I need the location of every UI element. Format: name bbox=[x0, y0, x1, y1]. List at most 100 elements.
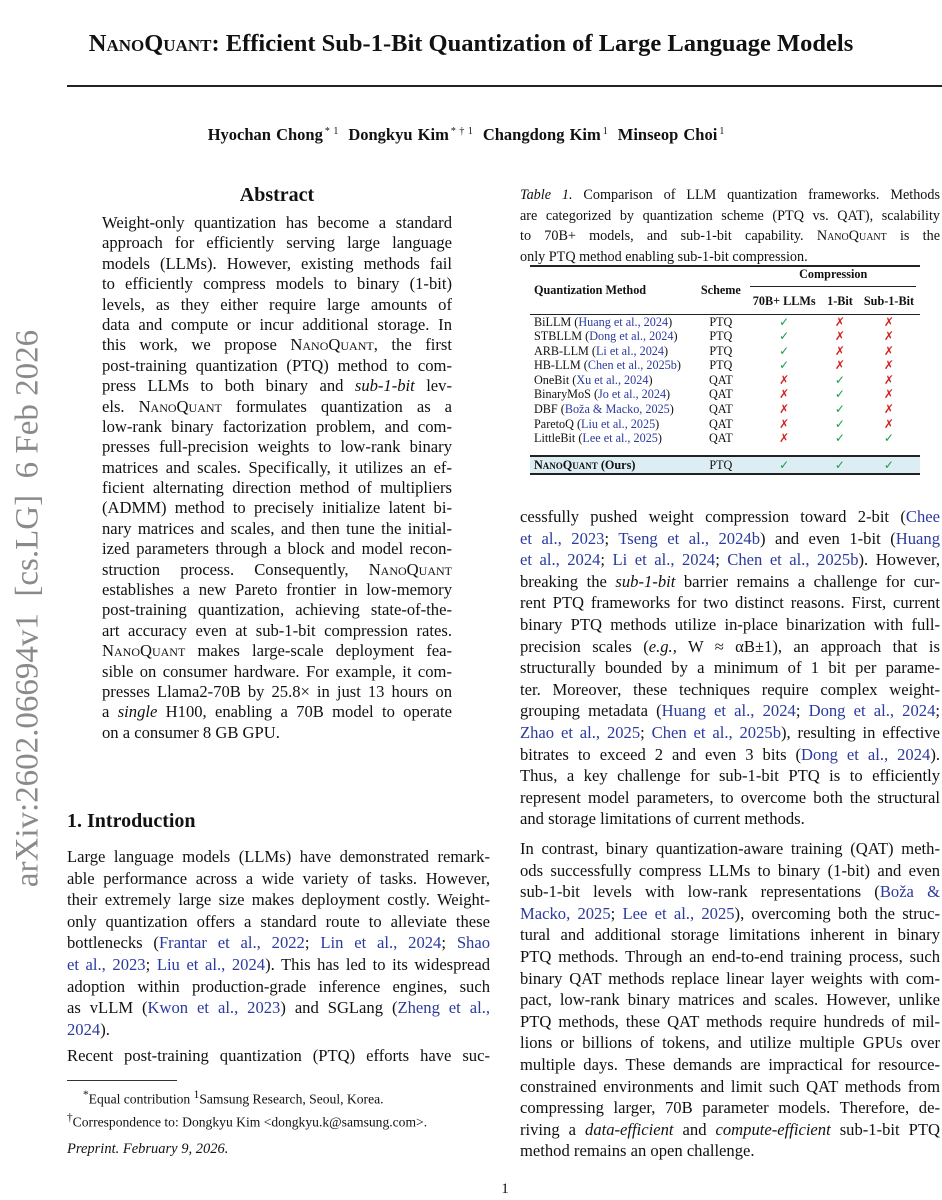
section-heading-introduction: 1. Introduction bbox=[67, 810, 196, 832]
method-name: LittleBit bbox=[534, 431, 576, 446]
text-line: ods successfully compress LLMs to binary… bbox=[520, 860, 940, 882]
citation-link[interactable]: 2024 bbox=[67, 1019, 101, 1039]
text-span: ) and even 1-bit ( bbox=[760, 528, 896, 548]
text-line: ized parameters through a block and mode… bbox=[102, 539, 452, 559]
citation-link[interactable]: et al., 2024 bbox=[520, 550, 601, 570]
text-line: et al., 2023; Liu et al., 2024). This ha… bbox=[67, 954, 490, 976]
citation-link[interactable]: Macko, 2025 bbox=[520, 903, 611, 923]
cross-icon: ✗ bbox=[779, 431, 790, 446]
col-header-compression: Compression bbox=[750, 267, 916, 287]
citation-link[interactable]: Tseng et al., 2024b bbox=[618, 528, 760, 548]
check-icon: ✓ bbox=[834, 457, 846, 472]
text-span: rent PTQ frameworks for two distinct rea… bbox=[520, 593, 940, 613]
cross-icon: ✗ bbox=[883, 387, 895, 402]
text-line: et al., 2023; Tseng et al., 2024b) and e… bbox=[520, 528, 940, 550]
citation-link[interactable]: Liu et al., 2024 bbox=[156, 954, 266, 974]
text-span: as vLLM ( bbox=[67, 998, 148, 1018]
italic-text: data-efficient bbox=[585, 1119, 674, 1139]
citation-link[interactable]: Liu et al., 2025 bbox=[581, 416, 656, 431]
citation-link[interactable]: Jo et al., 2024 bbox=[598, 387, 667, 402]
citation-link[interactable]: Lee et al., 2025 bbox=[622, 903, 735, 923]
table-caption: Table 1. Comparison of LLM quantization … bbox=[520, 185, 940, 267]
check-icon: ✓ bbox=[834, 372, 846, 387]
citation-link[interactable]: Zheng et al., bbox=[397, 998, 490, 1018]
citation-link[interactable]: Boža & bbox=[879, 882, 940, 902]
text-line: (ADMM) method to precisely initialize la… bbox=[102, 498, 452, 518]
citation-link[interactable]: Xu et al., 2024 bbox=[576, 372, 649, 387]
text-span: ter. Moreover, these techniques require … bbox=[520, 679, 940, 699]
text-line: precision scales (e.g., W ≈ αB±1), an ap… bbox=[520, 636, 940, 658]
citation-link[interactable]: Li et al., 2024 bbox=[595, 343, 664, 358]
method-cell: DBF (Boža & Macko, 2025) bbox=[534, 402, 674, 417]
citation-link[interactable]: Frantar et al., 2022 bbox=[158, 933, 305, 953]
text-span: on a consumer 8 GB GPU. bbox=[102, 722, 280, 742]
text-span: cessfully pushed weight compression towa… bbox=[520, 507, 906, 526]
citation-link[interactable]: et al., 2023 bbox=[520, 528, 605, 548]
text-line: constrained environments and limit such … bbox=[520, 1076, 940, 1098]
citation-link[interactable]: Dong et al., 2024 bbox=[808, 701, 936, 721]
check-icon: ✓ bbox=[883, 431, 895, 446]
check-icon: ✓ bbox=[834, 387, 846, 402]
author-name: Minseop Choi bbox=[617, 125, 718, 144]
text-line: Zhao et al., 2025; Chen et al., 2025b), … bbox=[520, 722, 940, 744]
citation-link[interactable]: Lee et al., 2025 bbox=[582, 431, 658, 446]
citation-link[interactable]: Chen et al., 2025b bbox=[651, 722, 781, 742]
text-span: press LLMs to both binary and bbox=[102, 376, 355, 396]
text-line: presses full-precision weights to low-ra… bbox=[102, 437, 452, 457]
italic-text: compute-efficient bbox=[715, 1119, 831, 1139]
citation-link[interactable]: Lin et al., 2024 bbox=[320, 933, 442, 953]
method-cell: OneBit (Xu et al., 2024) bbox=[534, 372, 653, 387]
text-span: precision scales ( bbox=[520, 636, 649, 656]
text-span: structurally bounded by a minimum of 1 b… bbox=[520, 658, 940, 678]
citation-link[interactable]: Huang et al., 2024 bbox=[661, 701, 796, 721]
citation-link[interactable]: Zhao et al., 2025 bbox=[520, 722, 641, 742]
scheme-cell: QAT bbox=[709, 387, 733, 402]
citation-link[interactable]: Kwon et al., 2023 bbox=[147, 998, 281, 1018]
col-header-method: Quantization Method bbox=[534, 282, 647, 297]
text-span: ). However, bbox=[858, 550, 940, 570]
citation-link[interactable]: Chee bbox=[905, 507, 940, 526]
citation-link[interactable]: Shao bbox=[456, 933, 491, 953]
citation-link[interactable]: Chen et al., 2025b bbox=[587, 358, 677, 373]
citation-link[interactable]: Huang bbox=[895, 528, 940, 548]
abstract-heading: Abstract bbox=[239, 184, 315, 206]
text-span: ; bbox=[441, 933, 457, 953]
citation-link[interactable]: Chen et al., 2025b bbox=[727, 550, 859, 570]
text-line: Thus, a key challenge for sub-1-bit PTQ … bbox=[520, 765, 940, 787]
citation-link[interactable]: Boža & Macko, 2025 bbox=[564, 402, 670, 417]
method-name: ARB-LLM bbox=[534, 343, 589, 358]
check-icon: ✓ bbox=[834, 416, 846, 431]
text-span: ; bbox=[715, 550, 728, 570]
text-span: post-training quantization, achieving st… bbox=[102, 600, 452, 620]
citation-link[interactable]: Dong et al., 2024 bbox=[801, 744, 931, 764]
right-paragraph-1: cessfully pushed weight compression towa… bbox=[520, 506, 940, 830]
italic-text: e.g., bbox=[648, 636, 677, 656]
title-rest: : Efficient Sub-1-Bit Quantization of La… bbox=[211, 30, 854, 57]
footnote-affiliation: Samsung Research, Seoul, Korea. bbox=[199, 1091, 384, 1107]
text-span: breaking the bbox=[520, 571, 616, 591]
table-row-ours: NanoQuant (Ours) PTQ ✓ ✓ ✓ bbox=[530, 455, 920, 474]
text-span: binary QAT methods replace linear layer … bbox=[520, 968, 940, 988]
author-affiliation-marks: 1 bbox=[602, 125, 608, 137]
text-line: approach for efficiently serving large l… bbox=[102, 233, 452, 253]
text-line: presses Llama2-70B by 25.8× in just 13 h… bbox=[102, 682, 452, 702]
footnote-correspondence[interactable]: Correspondence to: Dongkyu Kim <dongkyu.… bbox=[72, 1114, 428, 1130]
cross-icon: ✗ bbox=[834, 358, 846, 373]
citation-link[interactable]: et al., 2023 bbox=[67, 954, 146, 974]
text-line: rent PTQ frameworks for two distinct rea… bbox=[520, 592, 940, 614]
footnote-mark: † bbox=[67, 1111, 73, 1124]
text-span: riving a bbox=[520, 1119, 586, 1139]
text-span: W ≈ αB±1), an approach that is bbox=[676, 636, 940, 656]
citation-link[interactable]: Dong et al., 2024 bbox=[589, 329, 674, 344]
cross-icon: ✗ bbox=[779, 372, 790, 387]
citation-link[interactable]: Li et al., 2024 bbox=[612, 550, 716, 570]
method-name: HB-LLM bbox=[534, 358, 581, 373]
scheme-cell: QAT bbox=[709, 416, 733, 431]
text-line: low-rank binary factorization problem, a… bbox=[102, 417, 452, 437]
comparison-table: Quantization Method Scheme Compression 70B… bbox=[530, 265, 920, 475]
cross-icon: ✗ bbox=[834, 329, 846, 344]
method-cell: BinaryMoS (Jo et al., 2024) bbox=[534, 387, 671, 402]
text-span: PTQ methods. Through an end-to-end train… bbox=[520, 946, 940, 966]
text-line: adoption within production-grade inferen… bbox=[67, 976, 490, 998]
citation-link[interactable]: Huang et al., 2024 bbox=[578, 314, 669, 329]
